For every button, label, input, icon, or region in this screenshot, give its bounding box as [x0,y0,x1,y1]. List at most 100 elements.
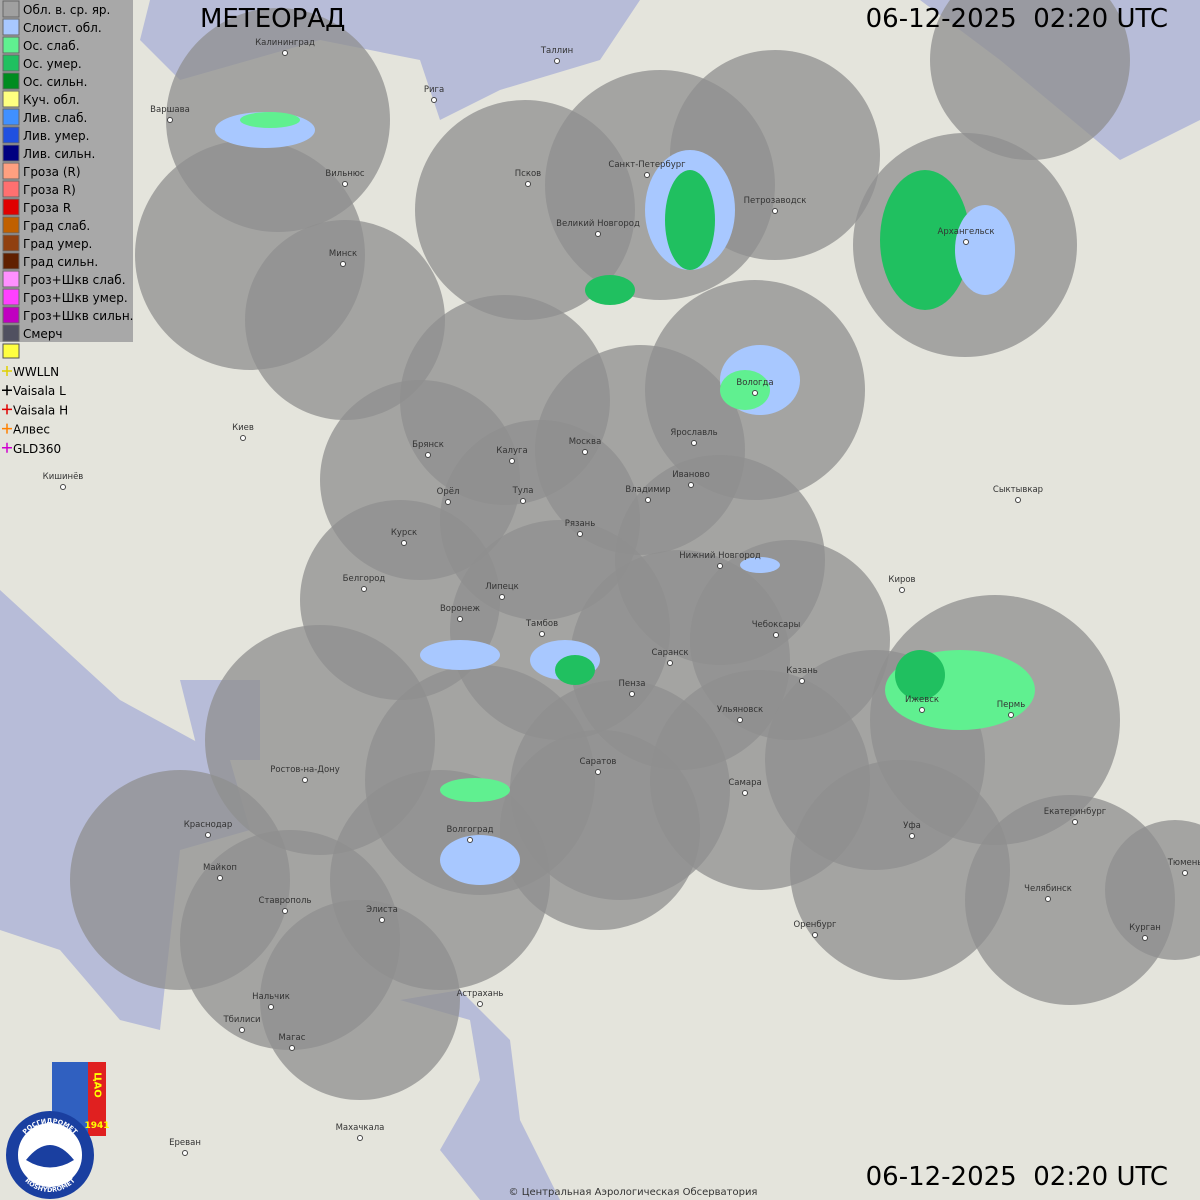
city-label: Вологда [736,378,773,388]
city-dot [457,616,463,622]
city-label: Пенза [619,679,646,689]
city-label: Нижний Новгород [679,551,761,561]
city-label: Волгоград [446,825,493,835]
city-label: Архангельск [938,227,995,237]
city-label: Калининград [255,38,315,48]
lightning-marker [2,404,12,415]
city-dot [217,875,223,881]
cities: Калининград Таллин Рига Варшава Вильнюс Псков… [43,38,1200,1156]
city-label: Махачкала [336,1123,385,1133]
legend-swatch [2,180,20,198]
city-label: Киев [232,423,254,433]
city-dot [268,1004,274,1010]
echo [585,275,635,305]
echo [880,170,970,310]
city-dot [595,769,601,775]
city-dot [691,440,697,446]
city-label: Оренбург [793,920,837,930]
city-label: Тюмень [1167,858,1200,868]
lightning-label: Алвес [13,423,50,437]
legend-swatch [2,18,20,36]
legend-swatch [2,36,20,54]
city-label: Курган [1129,923,1161,933]
legend-swatch [2,90,20,108]
timestamp-bottom: 06-12-2025 02:20 UTC [866,1162,1168,1192]
radar-circle [1105,820,1200,960]
city-label: Киров [888,575,915,585]
city-label: Екатеринбург [1044,807,1107,817]
city-dot [554,58,560,64]
logo-year: 1941 [84,1121,109,1131]
legend-label: Гроза R [23,201,71,215]
city-dot [963,239,969,245]
city-dot [379,917,385,923]
city-label: Вильнюс [325,169,365,179]
legend-swatch [2,288,20,306]
lightning-label: Vaisala L [13,384,66,398]
city-label: Чебоксары [752,620,801,630]
copyright: © Центральная Аэрологическая Обсерватори… [509,1187,758,1198]
city-label: Пермь [997,700,1025,710]
echo [240,112,300,128]
city-dot [645,497,651,503]
city-label: Москва [569,437,602,447]
city-dot [167,117,173,123]
city-dot [302,777,308,783]
city-dot [539,631,545,637]
legend-swatch [2,54,20,72]
legend-label: Град умер. [23,237,92,251]
city-dot [595,231,601,237]
city-dot [525,181,531,187]
city-label: Магас [279,1033,306,1043]
city-dot [742,790,748,796]
city-dot [445,499,451,505]
city-label: Воронеж [440,604,480,614]
lightning-marker [2,385,12,396]
city-dot [752,390,758,396]
city-label: Саранск [651,648,688,658]
city-label: Элиста [366,905,398,915]
legend-swatch [2,306,20,324]
legend-label: Гроз+Шкв сильн. [23,309,133,323]
echo [440,835,520,885]
city-label: Ижевск [905,695,939,705]
echo [720,370,770,410]
city-label: Таллин [540,46,573,56]
city-dot [182,1150,188,1156]
lightning-marker [2,423,12,434]
lightning-marker [2,442,12,453]
city-dot [919,707,925,713]
legend-label: Куч. обл. [23,93,80,107]
city-label: Брянск [412,440,444,450]
city-label: Псков [515,169,541,179]
logo: ЦАО 1941 РОСГИДРОМЕТ ROSHYDROMET [6,1062,110,1199]
radar-circle [70,770,290,990]
city-label: Великий Новгород [556,219,640,229]
city-dot [772,208,778,214]
city-label: Рига [424,85,444,95]
legend-label: Смерч [23,327,63,341]
city-label: Иваново [672,470,710,480]
city-dot [909,833,915,839]
legend-label: Лив. слаб. [23,111,87,125]
city-label: Астрахань [457,989,504,999]
city-dot [1008,712,1014,718]
city-dot [509,458,515,464]
legend-swatch [2,108,20,126]
city-label: Сыктывкар [993,485,1043,495]
city-dot [357,1135,363,1141]
lightning-label: Vaisala H [13,403,68,417]
city-dot [499,594,505,600]
city-label: Ярославль [670,428,717,438]
echo [420,640,500,670]
echo [665,170,715,270]
city-dot [282,50,288,56]
legend: Обл. в. ср. яр. Слоист. обл. Ос. слаб. Ос. … [2,0,133,342]
city-dot [477,1001,483,1007]
city-label: Калуга [496,446,527,456]
legend-label: Гроз+Шкв умер. [23,291,128,305]
legend-swatch [2,324,20,342]
legend-swatch [2,0,20,18]
city-label: Челябинск [1024,884,1072,894]
